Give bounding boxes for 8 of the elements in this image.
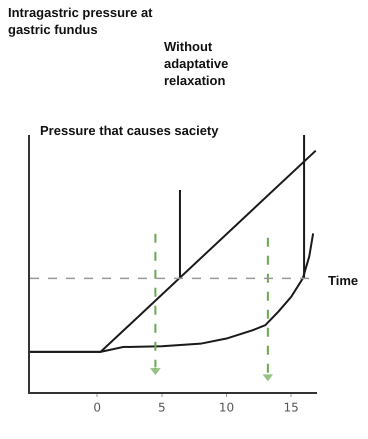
x-axis-title: Time — [328, 272, 358, 289]
annotation: Pressure that causes saciety — [40, 122, 220, 139]
x-tick-label: 0 — [93, 400, 102, 414]
x-tick-label: 5 — [158, 400, 166, 414]
x-tick-label: 15 — [284, 400, 299, 414]
text: Without adaptative relaxation — [164, 38, 230, 89]
chart-title: Intragastric pressure at gastric fundus — [8, 4, 154, 38]
x-tick-label: 10 — [218, 400, 234, 414]
